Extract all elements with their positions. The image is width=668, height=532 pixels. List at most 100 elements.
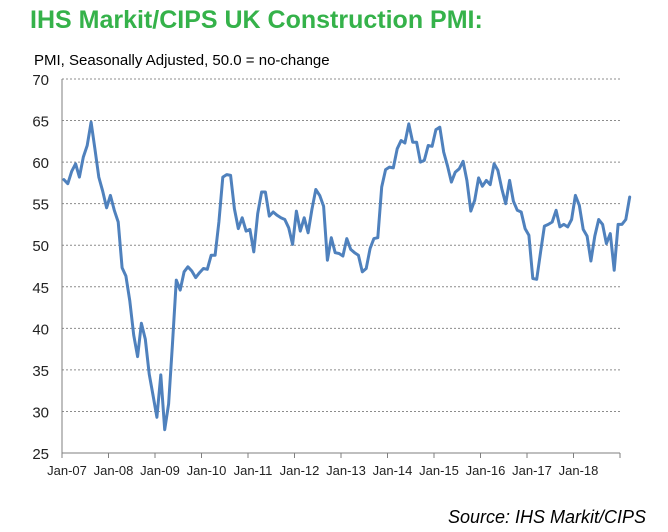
series-line-0 <box>62 120 632 432</box>
data-point <box>221 176 224 179</box>
data-point <box>613 269 616 272</box>
data-point <box>206 268 209 271</box>
data-point <box>74 162 77 165</box>
axes <box>61 79 621 458</box>
data-point <box>171 344 174 347</box>
data-point <box>489 183 492 186</box>
data-point <box>446 165 449 168</box>
data-point <box>163 428 166 431</box>
data-point <box>431 145 434 148</box>
data-point <box>179 289 182 292</box>
y-tick-label: 40 <box>32 321 49 338</box>
data-point <box>605 242 608 245</box>
y-tick-label: 60 <box>32 155 49 172</box>
data-point <box>365 267 368 270</box>
data-point <box>97 176 100 179</box>
y-tick-label: 30 <box>32 404 49 421</box>
x-tick-label: Jan-13 <box>326 463 366 478</box>
x-tick-label: Jan-17 <box>512 463 552 478</box>
data-point <box>256 212 259 215</box>
data-point <box>233 207 236 210</box>
data-point <box>621 223 624 226</box>
data-point <box>210 254 213 257</box>
data-point <box>159 374 162 377</box>
x-tick-label: Jan-15 <box>419 463 459 478</box>
series <box>62 120 632 432</box>
data-point <box>345 237 348 240</box>
data-point <box>283 218 286 221</box>
data-point <box>190 270 193 273</box>
data-point <box>520 211 523 214</box>
data-point <box>427 144 430 147</box>
data-point <box>404 142 407 145</box>
data-point <box>70 170 73 173</box>
data-point <box>272 211 275 214</box>
data-point <box>264 191 267 194</box>
data-point <box>260 191 263 194</box>
data-point <box>276 214 279 217</box>
data-point <box>82 156 85 159</box>
data-point <box>528 234 531 237</box>
data-point <box>435 128 438 131</box>
data-point <box>249 228 252 231</box>
data-point <box>601 223 604 226</box>
data-point <box>559 226 562 229</box>
data-point <box>198 271 201 274</box>
data-point <box>423 159 426 162</box>
data-point <box>450 181 453 184</box>
x-tick-label: Jan-11 <box>234 463 273 478</box>
data-point <box>617 223 620 226</box>
data-point <box>156 416 159 419</box>
y-tick-label: 50 <box>32 238 49 255</box>
data-point <box>338 252 341 255</box>
data-point <box>140 322 143 325</box>
data-point <box>132 334 135 337</box>
data-point <box>369 247 372 250</box>
data-point <box>113 209 116 212</box>
y-tick-label: 65 <box>32 114 49 131</box>
data-point <box>322 205 325 208</box>
y-tick-label: 70 <box>32 72 49 89</box>
data-point <box>593 235 596 238</box>
data-point <box>353 251 356 254</box>
data-point <box>202 267 205 270</box>
data-point <box>597 218 600 221</box>
data-point <box>66 182 69 185</box>
data-point <box>229 174 232 177</box>
data-point <box>570 218 573 221</box>
data-point <box>508 179 511 182</box>
x-tick-label: Jan-18 <box>559 463 599 478</box>
data-point <box>342 255 345 258</box>
x-tick-label: Jan-07 <box>47 463 87 478</box>
data-point <box>380 186 383 189</box>
data-point <box>167 403 170 406</box>
data-point <box>454 171 457 174</box>
data-point <box>291 243 294 246</box>
data-point <box>109 194 112 197</box>
data-point <box>128 300 131 303</box>
data-point <box>388 166 391 169</box>
data-point <box>101 190 104 193</box>
data-point <box>299 230 302 233</box>
data-point <box>187 265 190 268</box>
data-point <box>493 162 496 165</box>
data-point <box>86 144 89 147</box>
data-point <box>373 237 376 240</box>
x-tick-label: Jan-09 <box>140 463 180 478</box>
chart-subtitle: PMI, Seasonally Adjusted, 50.0 = no-chan… <box>34 52 330 69</box>
data-point <box>90 121 93 124</box>
data-point <box>477 177 480 180</box>
data-point <box>303 216 306 219</box>
data-point <box>361 270 364 273</box>
x-tick-label: Jan-12 <box>280 463 320 478</box>
data-point <box>481 185 484 188</box>
data-point <box>225 173 228 176</box>
data-point <box>624 218 627 221</box>
data-point <box>287 226 290 229</box>
data-point <box>551 221 554 224</box>
data-point <box>531 277 534 280</box>
chart-title: IHS Markit/CIPS UK Construction PMI: <box>30 6 483 34</box>
data-point <box>628 196 631 199</box>
data-point <box>105 206 108 209</box>
y-tick-labels: 25 30 35 40 45 50 55 60 65 70 <box>32 72 49 463</box>
